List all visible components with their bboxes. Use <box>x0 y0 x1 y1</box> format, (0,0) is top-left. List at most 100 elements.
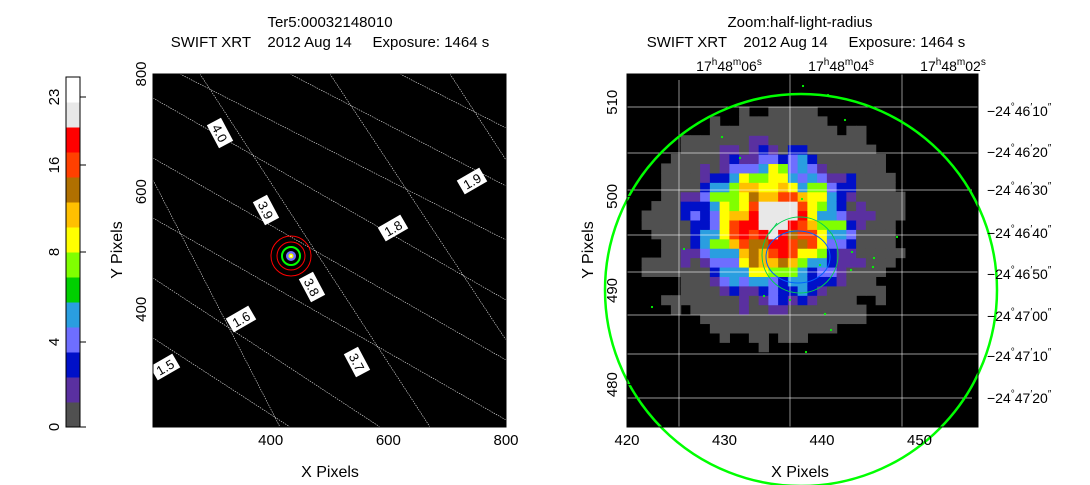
image-pixel <box>758 125 769 136</box>
colorbar-step <box>66 252 80 278</box>
grid-label-box <box>252 194 280 226</box>
image-pixel <box>700 210 711 221</box>
image-pixel <box>817 285 828 296</box>
image-pixel <box>797 285 808 296</box>
image-pixel <box>719 238 730 249</box>
image-pixel <box>690 276 701 287</box>
image-pixel <box>875 210 886 221</box>
image-pixel <box>700 285 711 296</box>
image-pixel <box>797 323 808 334</box>
image-pixel <box>807 201 818 212</box>
image-pixel <box>778 276 789 287</box>
image-pixel <box>768 314 779 325</box>
image-pixel <box>778 125 789 136</box>
image-pixel <box>709 125 721 136</box>
image-pixel <box>856 238 867 249</box>
image-pixel <box>778 314 789 325</box>
image-pixel <box>739 285 750 296</box>
image-pixel <box>807 229 818 240</box>
image-pixel <box>768 125 779 136</box>
image-pixel <box>700 229 711 240</box>
image-pixel <box>748 332 760 343</box>
image-pixel <box>856 257 867 268</box>
image-pixel <box>748 238 760 249</box>
left-coordinate-grid <box>152 73 507 428</box>
image-pixel <box>846 229 857 240</box>
image-pixel <box>729 257 740 268</box>
image-pixel <box>856 276 867 287</box>
image-pixel <box>758 116 769 127</box>
image-pixel <box>817 125 828 136</box>
image-pixel <box>797 144 808 155</box>
image-pixel <box>846 257 857 268</box>
image-pixel <box>748 154 760 165</box>
image-pixel <box>680 295 691 306</box>
image-pixel <box>826 295 838 306</box>
image-pixel <box>787 191 799 202</box>
image-pixel <box>778 285 789 296</box>
image-pixel <box>739 304 750 315</box>
image-pixel <box>768 116 779 127</box>
image-pixel <box>700 154 711 165</box>
image-pixel <box>778 323 789 334</box>
image-pixel <box>856 210 867 221</box>
image-pixel <box>758 182 769 193</box>
image-pixel <box>797 154 808 165</box>
x-tick-label: 450 <box>907 432 932 449</box>
image-pixel <box>865 191 877 202</box>
image-pixel <box>739 257 750 268</box>
image-pixel <box>768 304 779 315</box>
grid-line <box>329 73 507 341</box>
image-pixel <box>846 125 857 136</box>
right-subtitle: SWIFT XRT 2012 Aug 14 Exposure: 1464 s <box>647 34 966 51</box>
image-pixel <box>807 182 818 193</box>
image-pixel <box>807 314 818 325</box>
image-pixel <box>748 248 760 259</box>
image-pixel <box>797 314 808 325</box>
image-pixel <box>826 125 838 136</box>
photon-dot <box>843 118 847 122</box>
ra-label: 17h48m02s <box>920 57 986 74</box>
image-pixel <box>748 163 760 174</box>
image-pixel <box>895 248 906 259</box>
image-pixel <box>807 257 818 268</box>
image-pixel <box>846 304 857 315</box>
image-pixel <box>865 257 877 268</box>
photon-dot <box>850 250 854 254</box>
image-pixel <box>817 182 828 193</box>
image-pixel <box>758 210 769 221</box>
y-tick-label: 500 <box>604 184 621 209</box>
image-pixel <box>768 106 779 117</box>
image-pixel <box>885 219 896 230</box>
image-pixel <box>826 154 838 165</box>
image-pixel <box>826 304 838 315</box>
image-pixel <box>787 229 799 240</box>
image-pixel <box>807 295 818 306</box>
image-pixel <box>758 248 769 259</box>
image-pixel <box>856 163 867 174</box>
image-pixel <box>797 332 808 343</box>
grid-label-box <box>343 346 371 378</box>
image-pixel <box>856 304 867 315</box>
photon-dot <box>872 256 876 260</box>
image-pixel <box>787 248 799 259</box>
left-source-regions <box>270 235 312 277</box>
colorbar-step <box>66 302 80 328</box>
grid-line <box>449 73 507 161</box>
image-pixel <box>768 229 779 240</box>
ra-label: 17h48m06s <box>696 57 762 74</box>
image-pixel <box>875 285 886 296</box>
image-pixel <box>709 276 721 287</box>
image-pixel <box>865 144 877 155</box>
image-pixel <box>690 304 701 315</box>
image-pixel <box>729 182 740 193</box>
image-pixel <box>719 135 730 146</box>
image-pixel <box>719 182 730 193</box>
image-pixel <box>895 201 906 212</box>
image-pixel <box>758 229 769 240</box>
image-pixel <box>680 201 691 212</box>
image-pixel <box>778 116 789 127</box>
grid-label-text: 3.8 <box>301 276 323 299</box>
image-pixel <box>719 257 730 268</box>
image-pixel <box>787 182 799 193</box>
